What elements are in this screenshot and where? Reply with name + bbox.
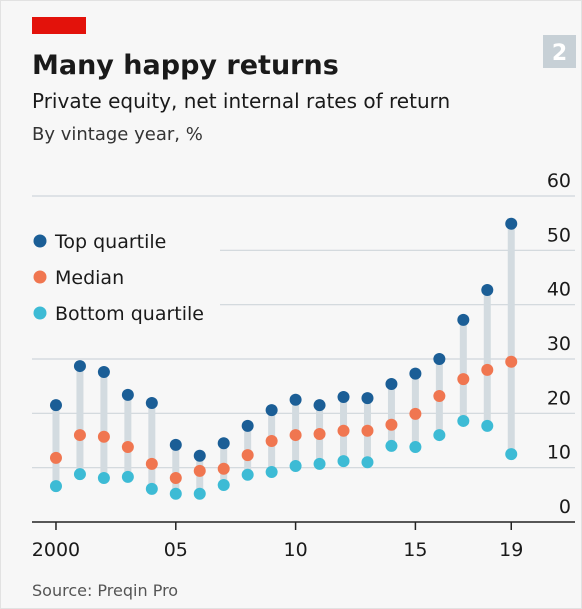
y-tick-label: 10 <box>547 442 571 464</box>
y-tick-label: 50 <box>547 224 571 246</box>
legend-bg <box>22 222 220 332</box>
dot <box>145 397 158 410</box>
y-tick-label: 20 <box>547 387 571 409</box>
dot <box>361 424 374 437</box>
source: Source: Preqin Pro <box>32 581 178 600</box>
x-tick-label: 15 <box>403 539 427 561</box>
dot <box>73 429 86 442</box>
dot <box>97 430 110 443</box>
dot <box>337 391 350 404</box>
red-tag <box>32 17 86 34</box>
dot <box>265 466 278 479</box>
y-axis-label: By vintage year, % <box>32 124 203 145</box>
dot <box>481 419 494 432</box>
dot <box>361 392 374 405</box>
dot <box>481 363 494 376</box>
y-tick-label: 0 <box>559 496 571 518</box>
dot <box>385 439 398 452</box>
subtitle: Private equity, net internal rates of re… <box>32 89 450 113</box>
x-tick-label: 10 <box>284 539 308 561</box>
dot <box>217 479 230 492</box>
legend-swatch <box>33 306 47 320</box>
dot <box>169 438 182 451</box>
x-tick-label: 2000 <box>32 539 80 561</box>
dot <box>457 313 470 326</box>
dot <box>241 468 254 481</box>
x-tick-label: 19 <box>499 539 523 561</box>
y-tick-label: 40 <box>547 279 571 301</box>
badge-box <box>543 35 576 68</box>
dot <box>385 418 398 431</box>
dot <box>121 388 134 401</box>
legend-swatch <box>33 234 47 248</box>
legend-label: Bottom quartile <box>55 303 204 325</box>
dot <box>241 449 254 462</box>
dot <box>289 393 302 406</box>
dot <box>433 429 446 442</box>
dot <box>289 460 302 473</box>
dot <box>505 355 518 368</box>
legend-swatch <box>33 270 47 284</box>
dot <box>169 487 182 500</box>
dot <box>241 419 254 432</box>
dot <box>385 377 398 390</box>
dot <box>193 464 206 477</box>
x-tick-label: 05 <box>164 539 188 561</box>
legend-label: Median <box>55 267 124 289</box>
y-tick-label: 30 <box>547 333 571 355</box>
dot <box>73 468 86 481</box>
badge: 2 <box>552 41 567 66</box>
dot <box>433 353 446 365</box>
dot <box>217 437 230 450</box>
dot <box>457 373 470 386</box>
dot <box>481 283 494 296</box>
dot <box>265 435 278 448</box>
y-tick-label: 60 <box>547 170 571 192</box>
chart-title: Many happy returns <box>32 50 339 81</box>
dot <box>337 424 350 437</box>
dot <box>457 414 470 427</box>
dot <box>169 471 182 484</box>
dot <box>337 455 350 468</box>
dot <box>313 399 326 412</box>
dot <box>49 480 62 493</box>
dot <box>97 471 110 484</box>
dot <box>409 407 422 420</box>
legend-label: Top quartile <box>54 231 166 253</box>
dot <box>49 399 62 412</box>
dot <box>409 441 422 454</box>
dot <box>265 404 278 417</box>
dot <box>121 441 134 454</box>
dot <box>49 451 62 464</box>
dot <box>193 449 206 462</box>
dot <box>145 482 158 495</box>
dot <box>73 360 86 373</box>
dot <box>289 429 302 442</box>
dot <box>409 367 422 380</box>
dot <box>505 217 518 230</box>
dot <box>193 487 206 500</box>
dot <box>121 470 134 483</box>
dot <box>313 457 326 470</box>
dot <box>97 366 110 379</box>
dot <box>145 457 158 470</box>
dot <box>217 462 230 475</box>
dot <box>433 389 446 402</box>
dot <box>313 427 326 440</box>
dot <box>361 456 374 469</box>
dot <box>505 448 518 461</box>
